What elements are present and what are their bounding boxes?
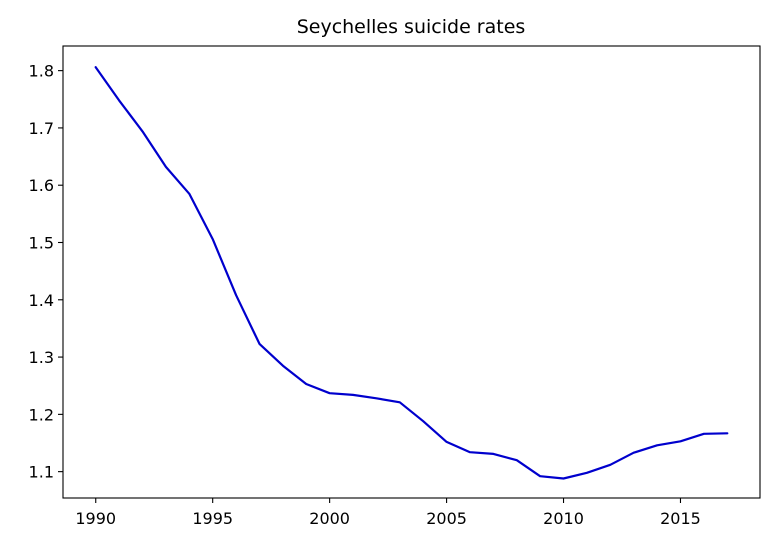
y-tick-label: 1.5: [29, 233, 54, 252]
plot-area: [94, 66, 729, 480]
x-tick-label: 2005: [426, 509, 467, 528]
y-tick-label: 1.3: [29, 348, 54, 367]
y-tick-label: 1.8: [29, 62, 54, 81]
y-tick-label: 1.4: [29, 291, 54, 310]
y-tick-label: 1.7: [29, 119, 54, 138]
y-axis: 1.1 1.2 1.3 1.4 1.5 1.6 1.7 1.8: [29, 62, 63, 482]
y-tick-label: 1.6: [29, 176, 54, 195]
x-axis: 1990 1995 2000 2005 2010 2015: [75, 498, 701, 528]
chart-title: Seychelles suicide rates: [297, 16, 526, 38]
series-line: [94, 66, 729, 480]
x-tick-label: 2000: [309, 509, 350, 528]
x-tick-label: 1995: [192, 509, 233, 528]
axes-frame: [62, 45, 761, 499]
x-tick-label: 1990: [75, 509, 116, 528]
x-tick-label: 2015: [660, 509, 701, 528]
x-tick-label: 2010: [543, 509, 584, 528]
y-tick-label: 1.2: [29, 405, 54, 424]
y-tick-label: 1.1: [29, 463, 54, 482]
